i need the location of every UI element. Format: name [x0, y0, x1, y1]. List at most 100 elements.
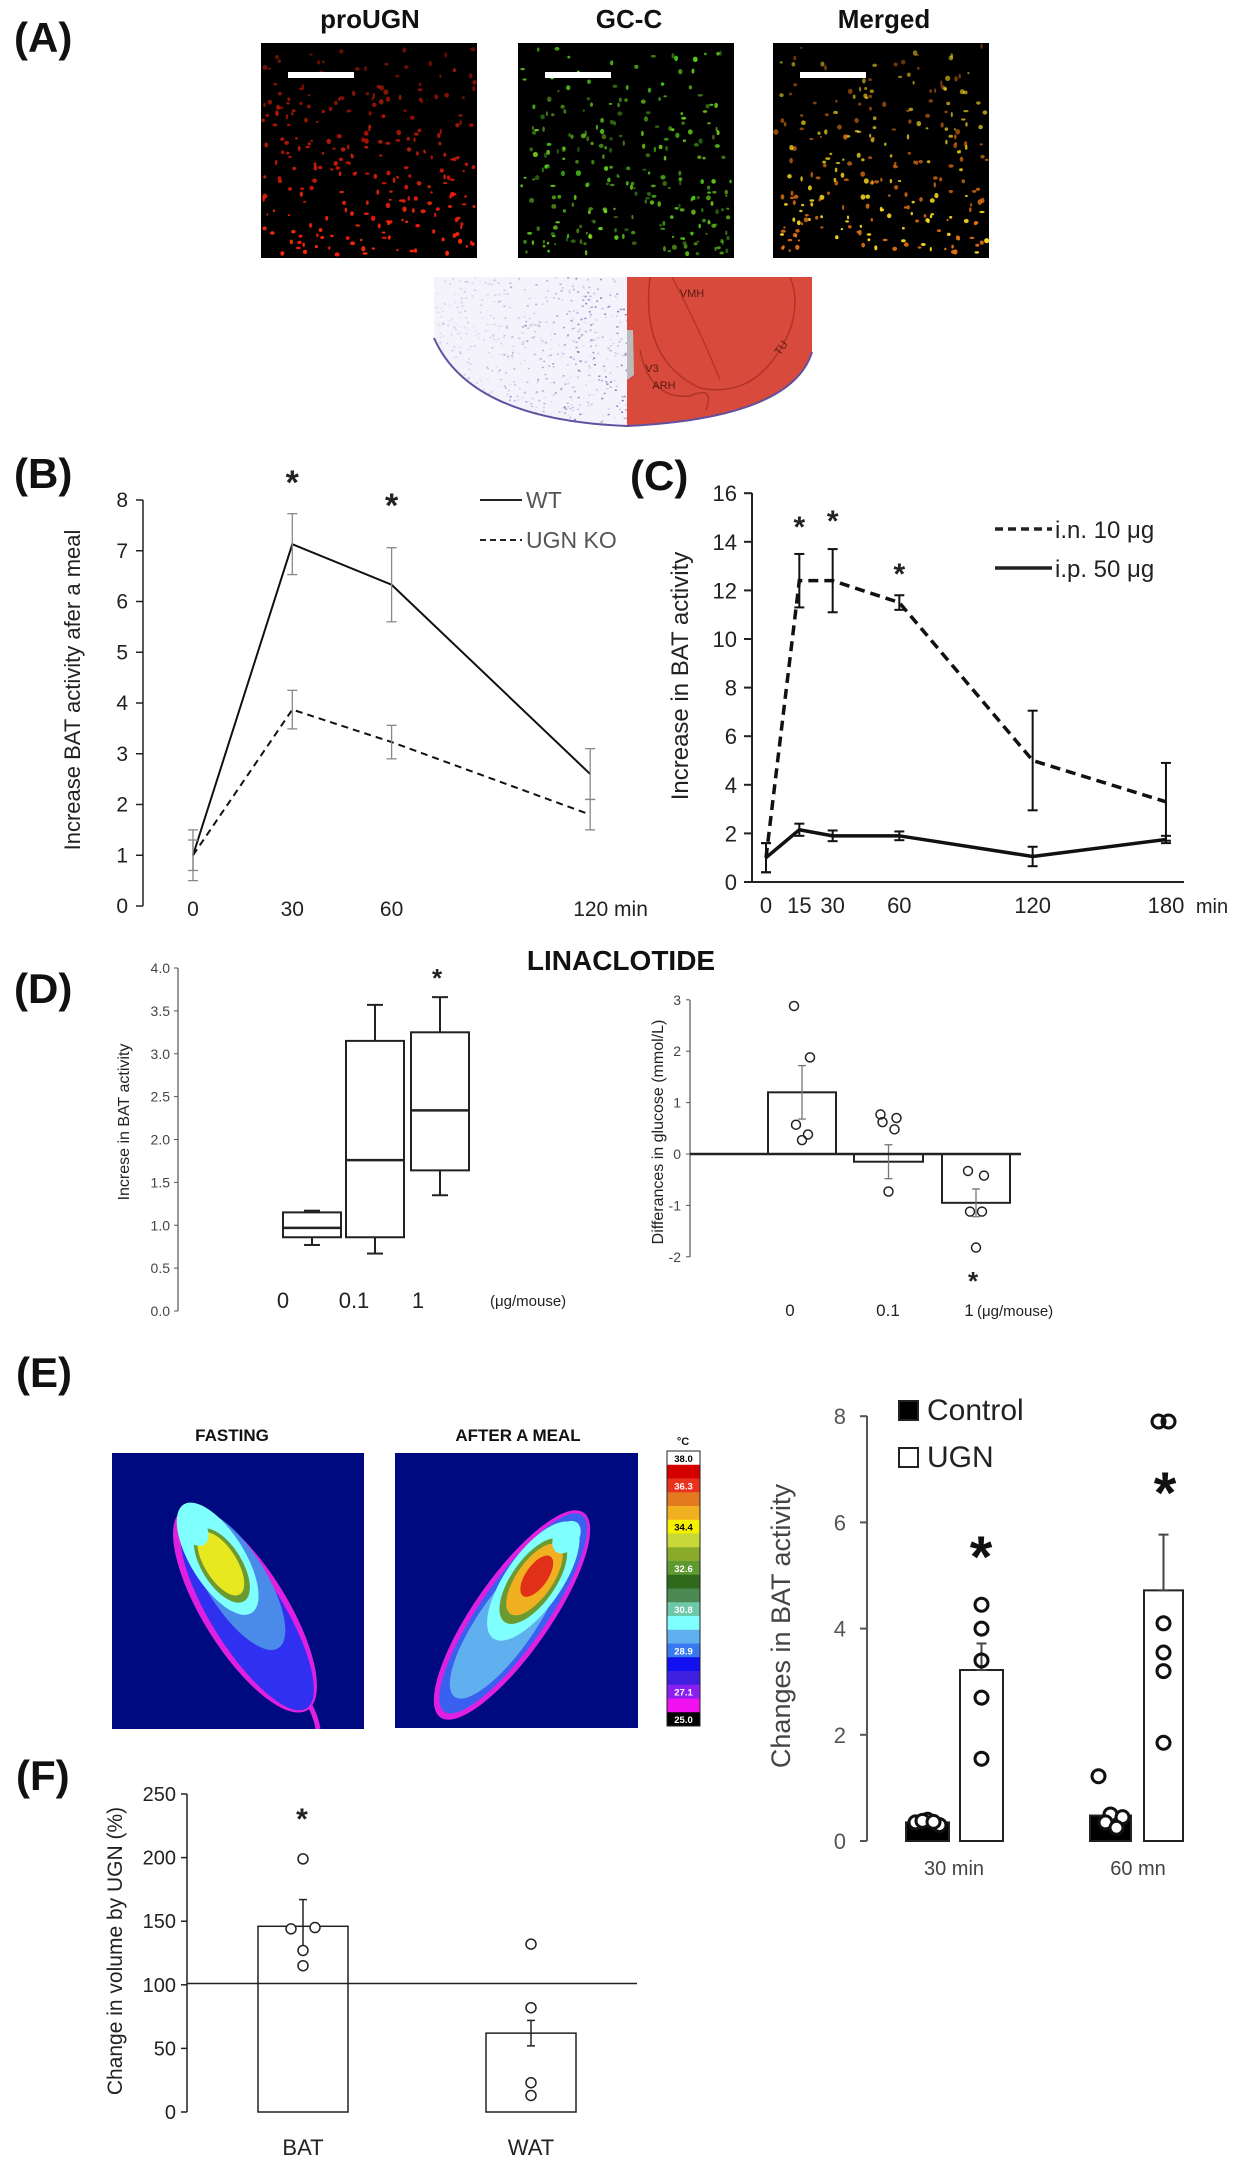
cell-signal: [464, 162, 469, 167]
cell-signal: [540, 114, 545, 120]
nissl-cell: [539, 358, 542, 360]
data-point: [1090, 1768, 1107, 1785]
cell-signal: [262, 226, 267, 231]
nissl-cell: [531, 323, 534, 326]
cell-signal: [674, 55, 678, 61]
legend-label: WT: [526, 487, 562, 513]
nissl-cell: [556, 315, 559, 317]
nissl-cell: [591, 380, 594, 383]
cell-signal: [406, 136, 410, 141]
cell-signal: [829, 152, 833, 156]
nissl-cell: [481, 298, 483, 300]
nissl-cell: [624, 408, 627, 411]
cell-signal: [472, 205, 476, 208]
nissl-cell: [579, 404, 581, 406]
cell-signal: [299, 191, 303, 197]
nissl-cell: [500, 344, 503, 346]
nissl-cell: [588, 311, 591, 313]
nissl-cell: [454, 424, 457, 426]
nissl-cell: [497, 416, 500, 419]
cell-signal: [967, 72, 970, 75]
x-unit-label: (μg/mouse): [977, 1303, 1053, 1320]
nissl-cell: [616, 326, 619, 328]
nissl-cell: [549, 383, 552, 386]
cell-signal: [866, 233, 872, 236]
significance-asterisk: *: [970, 1525, 993, 1590]
nissl-cell: [474, 277, 477, 279]
panel-d-title: LINACLOTIDE: [527, 945, 715, 976]
nissl-cell: [614, 389, 617, 391]
nissl-cell: [530, 363, 532, 365]
cell-signal: [856, 152, 861, 158]
nissl-cell: [516, 415, 519, 417]
nissl-cell: [516, 413, 519, 415]
nissl-cell: [492, 335, 495, 337]
third-ventricle: [627, 330, 634, 380]
nissl-cell: [488, 352, 490, 354]
cell-signal: [609, 137, 613, 141]
nissl-cell: [495, 281, 497, 283]
scale-bar: [800, 72, 866, 78]
y-tick-label: 0: [165, 2102, 176, 2124]
x-tick-label: 60: [887, 893, 911, 918]
nissl-cell: [588, 394, 591, 396]
cell-signal: [600, 128, 605, 135]
nissl-cell: [590, 345, 592, 348]
nissl-cell: [593, 363, 596, 366]
cell-signal: [378, 140, 383, 144]
nissl-cell: [589, 355, 592, 358]
nissl-cell: [458, 331, 461, 334]
cell-signal: [591, 159, 595, 165]
cell-signal: [465, 245, 468, 248]
nissl-cell: [581, 334, 584, 336]
cell-signal: [848, 225, 852, 229]
error-bar: [1027, 709, 1038, 812]
cell-signal: [418, 82, 422, 87]
cell-signal: [787, 174, 792, 179]
cell-signal: [459, 120, 462, 126]
cell-signal: [322, 60, 325, 64]
nissl-cell: [579, 328, 582, 331]
nissl-cell: [533, 312, 536, 315]
nissl-cell: [497, 370, 500, 373]
cell-signal: [820, 226, 824, 229]
cell-signal: [887, 213, 892, 219]
nissl-cell: [565, 422, 568, 424]
cell-signal: [345, 236, 350, 240]
nissl-cell: [499, 408, 502, 410]
nissl-cell: [481, 419, 484, 421]
nissl-cell: [443, 404, 446, 406]
cell-signal: [789, 92, 792, 96]
y-tick-label: 150: [143, 1911, 176, 1933]
data-point: [973, 1689, 990, 1706]
cell-signal: [376, 189, 380, 195]
cell-signal: [951, 244, 954, 249]
nissl-cell: [593, 357, 596, 359]
nissl-cell: [497, 301, 500, 303]
cell-signal: [364, 145, 369, 149]
cell-signal: [891, 128, 897, 131]
cell-signal: [468, 123, 474, 128]
nissl-cell: [484, 417, 486, 419]
cell-signal: [547, 96, 552, 102]
cell-signal: [401, 218, 404, 222]
cell-signal: [663, 137, 669, 141]
nissl-cell: [537, 393, 539, 395]
nissl-cell: [555, 277, 558, 279]
error-bar: [972, 1188, 980, 1218]
cell-signal: [867, 238, 871, 242]
nissl-cell: [437, 311, 439, 313]
error-bar: [884, 1144, 893, 1180]
cell-signal: [789, 157, 793, 164]
bar-wat: [485, 1938, 577, 2113]
cell-signal: [298, 234, 303, 238]
cell-signal: [392, 177, 396, 183]
cell-signal: [675, 132, 680, 138]
nissl-cell: [440, 396, 442, 398]
nissl-cell: [593, 339, 596, 341]
cell-signal: [678, 177, 683, 182]
cell-signal: [310, 139, 314, 142]
cell-signal: [809, 137, 814, 141]
cell-signal: [824, 113, 829, 117]
nissl-cell: [500, 325, 503, 327]
